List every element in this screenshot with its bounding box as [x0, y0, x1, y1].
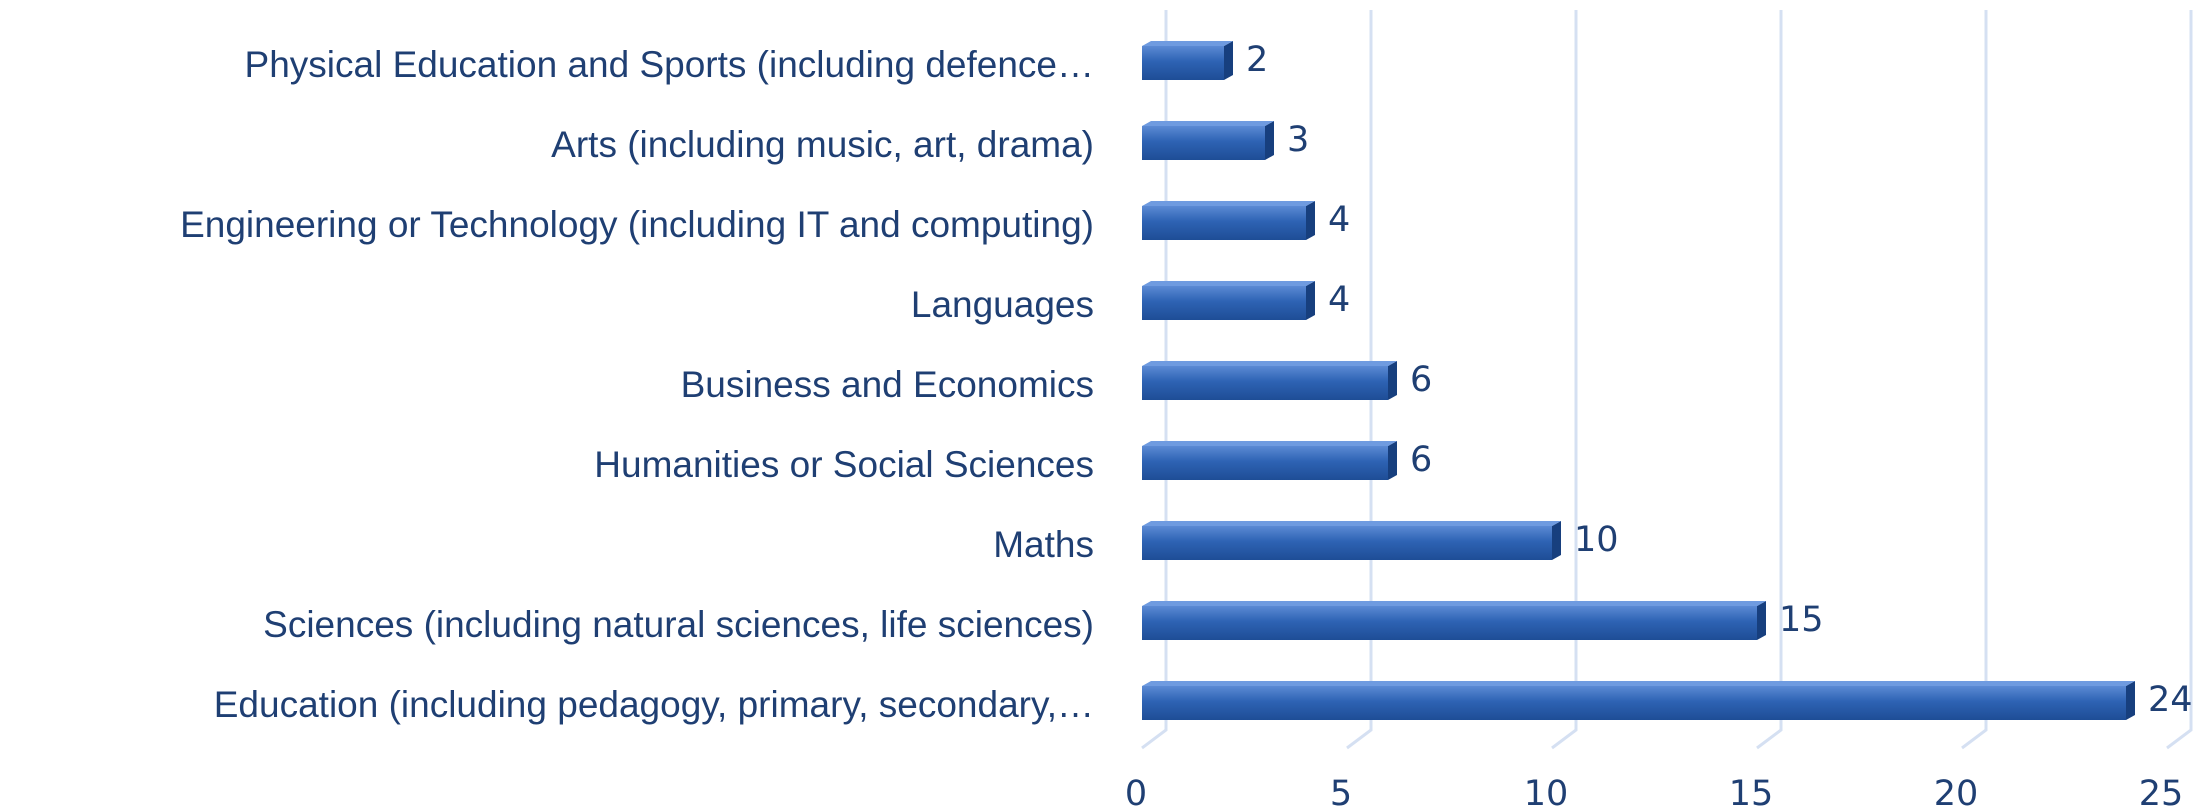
x-tick-label: 25 — [2139, 774, 2184, 812]
bar-top — [1142, 681, 2135, 686]
bar-side — [1306, 281, 1315, 320]
grid-line — [1961, 10, 1988, 750]
grid-line — [1346, 10, 1373, 750]
value-label: 6 — [1410, 440, 1432, 480]
grid-line — [1756, 10, 1783, 750]
value-label: 6 — [1410, 360, 1432, 400]
bar-top — [1142, 521, 1561, 526]
bar-top — [1142, 121, 1274, 126]
bar-top — [1142, 361, 1397, 366]
y-tick-label: Maths — [993, 524, 1094, 565]
y-tick-label: Humanities or Social Sciences — [594, 444, 1094, 485]
bar-side — [2126, 681, 2135, 720]
bar-side — [1224, 41, 1233, 80]
bar — [1142, 686, 2126, 720]
bar — [1142, 366, 1388, 400]
bar — [1142, 526, 1552, 560]
x-tick-label: 5 — [1330, 774, 1352, 812]
bar-top — [1142, 41, 1233, 46]
bar-side — [1265, 121, 1274, 160]
y-tick-label: Education (including pedagogy, primary, … — [214, 684, 1094, 725]
x-tick-label: 10 — [1524, 774, 1569, 812]
bar-side — [1757, 601, 1766, 640]
value-label: 4 — [1328, 280, 1350, 320]
bar — [1142, 446, 1388, 480]
grid-line — [1141, 10, 1168, 750]
value-label: 15 — [1779, 600, 1824, 640]
value-label: 3 — [1287, 120, 1309, 160]
bar — [1142, 46, 1224, 80]
y-tick-label: Languages — [911, 284, 1094, 325]
bar-side — [1306, 201, 1315, 240]
grid-line — [1551, 10, 1578, 750]
bar-top — [1142, 281, 1315, 286]
bar-top — [1142, 441, 1397, 446]
bar-top — [1142, 601, 1766, 606]
value-label: 24 — [2148, 680, 2193, 720]
bar-side — [1552, 521, 1561, 560]
y-tick-label: Business and Economics — [681, 364, 1094, 405]
bar-top — [1142, 201, 1315, 206]
x-tick-label: 15 — [1729, 774, 1774, 812]
value-label: 2 — [1246, 40, 1268, 80]
y-tick-label: Sciences (including natural sciences, li… — [263, 604, 1094, 645]
value-label: 4 — [1328, 200, 1350, 240]
bar — [1142, 206, 1306, 240]
y-tick-label: Physical Education and Sports (including… — [245, 44, 1094, 85]
grid-line — [2166, 10, 2193, 750]
x-tick-label: 20 — [1934, 774, 1979, 812]
value-label: 10 — [1574, 520, 1619, 560]
y-tick-label: Arts (including music, art, drama) — [551, 124, 1094, 165]
x-tick-label: 0 — [1125, 774, 1147, 812]
bar-side — [1388, 441, 1397, 480]
bar-side — [1388, 361, 1397, 400]
bar — [1142, 286, 1306, 320]
bar — [1142, 606, 1757, 640]
y-tick-label: Engineering or Technology (including IT … — [180, 204, 1094, 245]
bar — [1142, 126, 1265, 160]
